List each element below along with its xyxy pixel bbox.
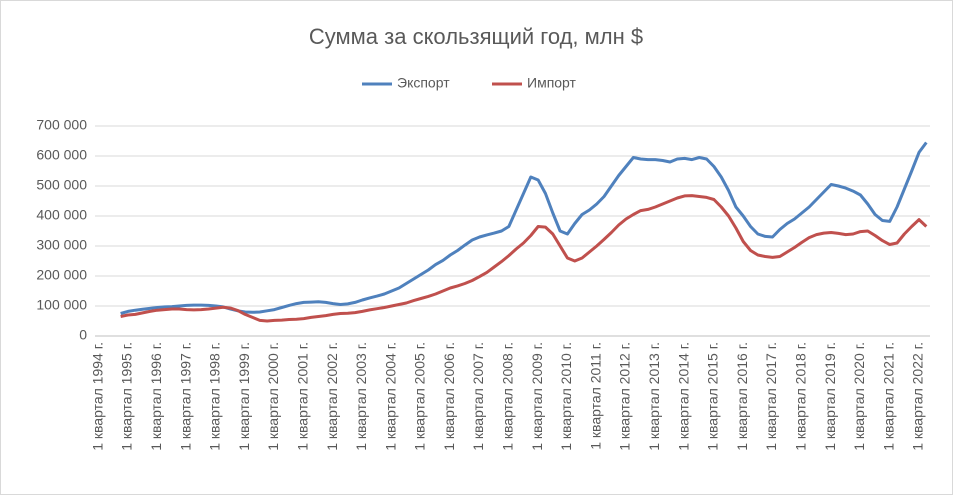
legend-label: Импорт	[527, 75, 577, 91]
x-tick-label: 1 квартал 2017 г.	[763, 342, 779, 451]
y-tick-label: 100 000	[36, 297, 87, 313]
x-tick-label: 1 квартал 2014 г.	[675, 342, 691, 451]
y-tick-label: 300 000	[36, 237, 87, 253]
y-tick-label: 0	[79, 327, 87, 343]
chart-title: Сумма за скользящий год, млн $	[309, 24, 643, 49]
x-tick-label: 1 квартал 2004 г.	[382, 342, 398, 451]
x-tick-label: 1 квартал 2020 г.	[851, 342, 867, 451]
x-tick-label: 1 квартал 2006 г.	[441, 342, 457, 451]
x-tick-label: 1 квартал 2012 г.	[617, 342, 633, 451]
x-tick-label: 1 квартал 2015 г.	[705, 342, 721, 451]
x-tick-label: 1 квартал 2008 г.	[500, 342, 516, 451]
x-tick-label: 1 квартал 1997 г.	[177, 342, 193, 451]
y-tick-label: 200 000	[36, 267, 87, 283]
x-tick-label: 1 квартал 2002 г.	[324, 342, 340, 451]
x-tick-label: 1 квартал 2005 г.	[412, 342, 428, 451]
y-tick-label: 400 000	[36, 207, 87, 223]
x-tick-label: 1 квартал 2019 г.	[822, 342, 838, 451]
y-tick-label: 500 000	[36, 177, 87, 193]
x-tick-label: 1 квартал 1996 г.	[148, 342, 164, 451]
x-tick-label: 1 квартал 2016 г.	[734, 342, 750, 451]
x-tick-label: 1 квартал 2000 г.	[265, 342, 281, 451]
series-line	[120, 141, 928, 315]
x-tick-label: 1 квартал 2022 г.	[910, 342, 926, 451]
x-tick-label: 1 квартал 1995 г.	[119, 342, 135, 451]
x-tick-label: 1 квартал 2021 г.	[880, 342, 896, 451]
y-tick-label: 700 000	[36, 117, 87, 133]
x-tick-label: 1 квартал 2003 г.	[353, 342, 369, 451]
x-tick-label: 1 квартал 1994 г.	[89, 342, 105, 451]
x-tick-label: 1 квартал 1999 г.	[236, 342, 252, 451]
x-tick-label: 1 квартал 1998 г.	[207, 342, 223, 451]
x-tick-label: 1 квартал 2001 г.	[294, 342, 310, 451]
legend-label: Экспорт	[397, 75, 450, 91]
x-tick-label: 1 квартал 2013 г.	[646, 342, 662, 451]
x-tick-label: 1 квартал 2007 г.	[470, 342, 486, 451]
x-tick-label: 1 квартал 2010 г.	[558, 342, 574, 451]
x-tick-label: 1 квартал 2018 г.	[793, 342, 809, 451]
series-line	[120, 194, 928, 323]
x-tick-label: 1 квартал 2011 г.	[587, 342, 603, 450]
x-tick-label: 1 квартал 2009 г.	[529, 342, 545, 451]
y-tick-label: 600 000	[36, 147, 87, 163]
